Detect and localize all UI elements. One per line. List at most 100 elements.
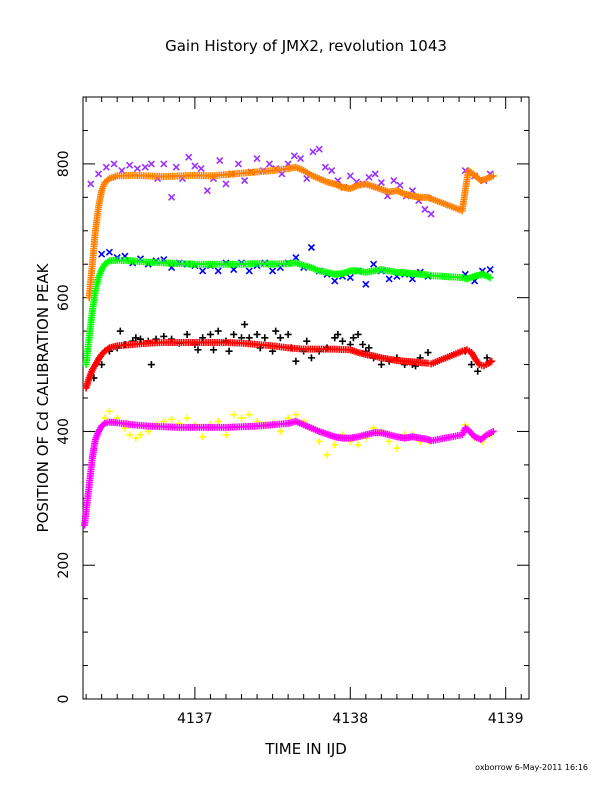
data-point <box>168 335 176 343</box>
data-point <box>194 346 202 354</box>
data-point <box>377 361 385 369</box>
data-point <box>486 266 494 274</box>
data-point <box>424 349 432 357</box>
data-point <box>210 346 218 354</box>
data-point <box>172 163 180 171</box>
data-point <box>147 361 155 369</box>
y-tick-label: 400 <box>56 418 72 445</box>
x-tick-label: 4138 <box>332 711 368 727</box>
data-point <box>133 165 141 173</box>
data-point <box>98 361 106 369</box>
data-point <box>230 266 238 274</box>
data-point <box>230 411 238 419</box>
data-point <box>284 330 292 338</box>
data-point <box>261 334 269 342</box>
chart-title: Gain History of JMX2, revolution 1043 <box>165 37 447 55</box>
data-point <box>168 415 176 423</box>
data-point <box>489 427 497 435</box>
data-point <box>385 275 393 283</box>
y-tick-label: 0 <box>56 695 72 704</box>
data-point <box>126 161 134 169</box>
data-point <box>307 354 315 362</box>
data-point <box>199 334 207 342</box>
data-point <box>307 243 316 252</box>
data-point <box>136 335 144 343</box>
data-point <box>214 417 222 425</box>
data-series <box>82 338 496 392</box>
data-point <box>214 327 222 335</box>
data-point <box>276 334 284 342</box>
data-point <box>334 330 342 338</box>
data-point <box>354 330 362 338</box>
data-point <box>489 172 497 180</box>
data-point <box>238 414 246 422</box>
data-series <box>85 163 497 302</box>
data-point <box>309 148 317 156</box>
data-point <box>377 179 385 187</box>
data-point <box>265 160 274 168</box>
data-point <box>315 145 323 153</box>
data-point <box>222 431 230 439</box>
data-point <box>421 205 429 213</box>
data-point <box>292 411 300 419</box>
data-point <box>245 411 253 419</box>
data-point <box>105 407 113 415</box>
data-point <box>488 357 496 365</box>
data-point <box>303 337 311 345</box>
data-point <box>371 170 379 178</box>
data-point <box>126 431 134 439</box>
data-point <box>121 424 129 432</box>
data-point <box>234 160 242 168</box>
data-point <box>323 344 331 352</box>
data-point <box>216 156 224 165</box>
data-point <box>474 367 482 375</box>
data-point <box>292 253 300 262</box>
data-point <box>370 260 378 268</box>
data-point <box>214 267 222 275</box>
data-point <box>339 337 347 345</box>
data-point <box>206 330 214 338</box>
data-point <box>390 177 398 185</box>
data-point <box>147 160 155 168</box>
data-point <box>276 264 284 272</box>
data-point <box>276 427 284 435</box>
data-point <box>321 163 329 171</box>
data-point <box>290 152 298 160</box>
points-layer <box>81 145 497 529</box>
x-tick-label: 4137 <box>177 711 213 727</box>
data-point <box>183 414 191 422</box>
data-point <box>197 165 205 173</box>
data-point <box>168 264 176 272</box>
data-point <box>183 330 191 338</box>
data-point <box>331 441 339 449</box>
data-point <box>230 330 238 338</box>
data-point <box>191 162 199 170</box>
data-point <box>203 187 211 195</box>
data-point <box>245 334 253 342</box>
data-point <box>241 320 249 328</box>
data-point <box>296 154 305 163</box>
data-point <box>253 154 261 163</box>
data-point <box>241 177 249 185</box>
data-point <box>102 163 110 171</box>
data-point <box>141 163 149 171</box>
data-point <box>160 160 168 168</box>
data-point <box>323 451 331 459</box>
data-point <box>427 210 435 218</box>
data-point <box>334 177 342 185</box>
data-point <box>225 347 233 355</box>
data-point <box>315 437 323 445</box>
data-point <box>245 267 253 275</box>
data-point <box>349 334 357 342</box>
data-point <box>365 173 373 181</box>
y-tick-label: 200 <box>56 552 72 579</box>
data-point <box>354 441 362 449</box>
data-point <box>346 172 354 180</box>
data-point <box>132 334 140 342</box>
data-point <box>94 170 103 178</box>
data-point <box>185 153 193 161</box>
data-point <box>121 252 129 260</box>
data-series <box>81 417 497 529</box>
data-point <box>331 277 339 285</box>
data-point <box>359 340 367 348</box>
